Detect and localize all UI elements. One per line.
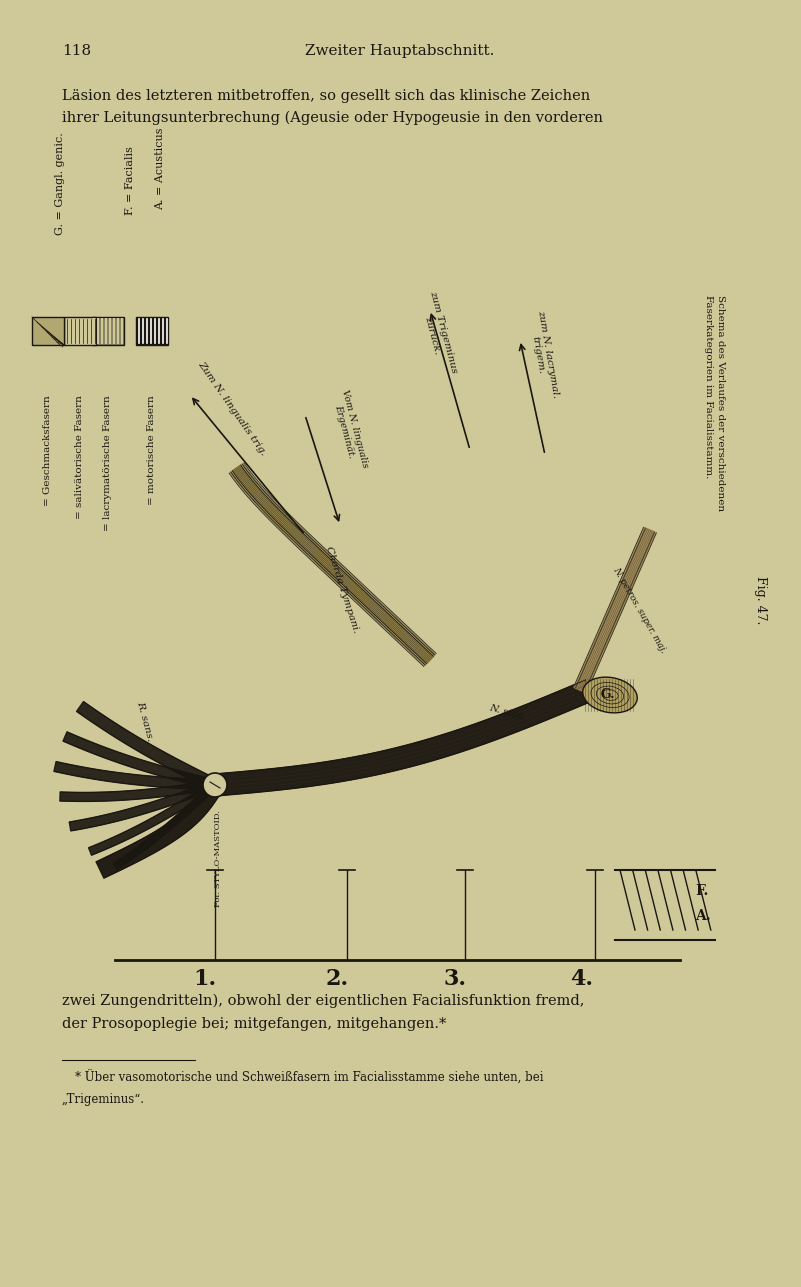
Text: 2.: 2.	[325, 968, 348, 990]
Polygon shape	[77, 701, 218, 790]
Text: zwei Zungendritteln), obwohl der eigentlichen Facialisfunktion fremd,: zwei Zungendritteln), obwohl der eigentl…	[62, 994, 585, 1008]
Text: N. petros. super. maj.: N. petros. super. maj.	[612, 565, 668, 655]
Text: Schema des Verlaufes der verschiedenen: Schema des Verlaufes der verschiedenen	[715, 295, 724, 511]
Polygon shape	[229, 463, 437, 667]
Text: 118: 118	[62, 44, 91, 58]
Text: der Prosopoplegie bei; mitgefangen, mitgehangen.*: der Prosopoplegie bei; mitgefangen, mitg…	[62, 1017, 446, 1031]
Text: Zweiter Hauptabschnitt.: Zweiter Hauptabschnitt.	[305, 44, 495, 58]
Text: 1.: 1.	[193, 968, 216, 990]
Text: = motorische Fasern: = motorische Fasern	[147, 395, 156, 505]
Polygon shape	[232, 465, 433, 664]
Text: zum N. lacrymal.
trigem.: zum N. lacrymal. trigem.	[525, 309, 560, 400]
Polygon shape	[575, 528, 654, 692]
Text: Fig. 47.: Fig. 47.	[754, 575, 767, 624]
Text: A.: A.	[695, 909, 710, 923]
Text: 3.: 3.	[444, 968, 466, 990]
Polygon shape	[214, 680, 594, 795]
Polygon shape	[96, 780, 223, 878]
Polygon shape	[63, 732, 216, 790]
Text: R. sans.: R. sans.	[135, 700, 155, 743]
Text: „Trigeminus“.: „Trigeminus“.	[62, 1093, 145, 1106]
Text: Läsion des letzteren mitbetroffen, so gesellt sich das klinische Zeichen: Läsion des letzteren mitbetroffen, so ge…	[62, 89, 590, 103]
Text: Faserkategorien im Facialisstamm.: Faserkategorien im Facialisstamm.	[703, 295, 713, 479]
Bar	[64, 317, 96, 345]
Text: Zum N. lingualis trig.: Zum N. lingualis trig.	[196, 359, 268, 457]
Polygon shape	[89, 781, 217, 855]
Circle shape	[203, 773, 227, 797]
Polygon shape	[54, 762, 215, 790]
Text: G. = Gangl. genic.: G. = Gangl. genic.	[55, 133, 65, 236]
Text: N. stap.: N. stap.	[489, 704, 528, 722]
Polygon shape	[113, 782, 217, 870]
Text: = Geschmacksfasern: = Geschmacksfasern	[43, 395, 53, 506]
Ellipse shape	[583, 677, 638, 713]
Text: = lacrymatörische Fasern: = lacrymatörische Fasern	[103, 395, 112, 530]
Text: = salivätorische Fasern: = salivätorische Fasern	[75, 395, 84, 519]
Polygon shape	[69, 781, 216, 831]
Bar	[136, 317, 168, 345]
Text: F.: F.	[695, 884, 708, 898]
Text: * Über vasomotorische und Schweißfasern im Facialisstamme siehe unten, bei: * Über vasomotorische und Schweißfasern …	[75, 1071, 544, 1085]
Bar	[32, 317, 64, 345]
Text: For. STYLO-MASTOID.: For. STYLO-MASTOID.	[214, 810, 222, 907]
Polygon shape	[231, 465, 435, 665]
Text: F. = Facialis: F. = Facialis	[125, 147, 135, 215]
Text: G.: G.	[601, 689, 615, 701]
Text: Chorda Tympani.: Chorda Tympani.	[324, 546, 360, 634]
Bar	[92, 317, 124, 345]
Text: A. = Acusticus: A. = Acusticus	[155, 127, 165, 210]
Text: zum Trigeminus
zurück.: zum Trigeminus zurück.	[417, 290, 458, 377]
Text: Vom N. lingualis
Ergeminät.: Vom N. lingualis Ergeminät.	[330, 389, 370, 472]
Polygon shape	[574, 528, 656, 692]
Text: ihrer Leitungsunterbrechung (Ageusie oder Hypogeusie in den vorderen: ihrer Leitungsunterbrechung (Ageusie ode…	[62, 111, 603, 125]
Polygon shape	[60, 780, 215, 802]
Text: 4.: 4.	[570, 968, 594, 990]
